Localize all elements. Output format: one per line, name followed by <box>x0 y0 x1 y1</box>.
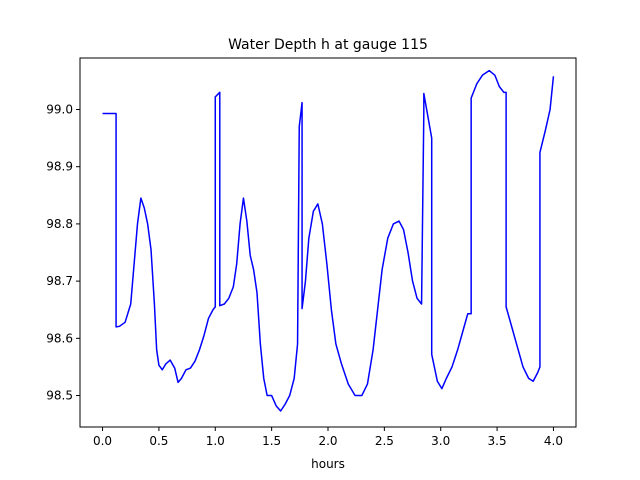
y-tick-label: 98.9 <box>46 160 73 174</box>
x-tick-label: 3.5 <box>488 434 507 448</box>
x-tick-label: 1.5 <box>262 434 281 448</box>
y-tick-label: 98.7 <box>46 274 73 288</box>
x-tick-label: 1.0 <box>206 434 225 448</box>
y-axis: 98.5 98.6 98.7 98.8 98.9 99.0 <box>46 102 80 403</box>
x-tick-label: 0.5 <box>149 434 168 448</box>
x-tick-label: 3.0 <box>431 434 450 448</box>
x-axis-label: hours <box>311 457 345 471</box>
y-tick-label: 98.6 <box>46 331 73 345</box>
x-tick-label: 2.5 <box>375 434 394 448</box>
plot-area <box>102 69 555 412</box>
chart-title: Water Depth h at gauge 115 <box>228 37 428 53</box>
x-tick-label: 2.0 <box>318 434 337 448</box>
x-tick-label: 4.0 <box>544 434 563 448</box>
series-line <box>102 69 555 412</box>
y-tick-label: 98.5 <box>46 389 73 403</box>
y-tick-label: 99.0 <box>46 102 73 116</box>
x-tick-label: 0.0 <box>93 434 112 448</box>
x-axis: 0.0 0.5 1.0 1.5 2.0 2.5 3.0 3.5 4.0 <box>93 427 563 448</box>
y-tick-label: 98.8 <box>46 217 73 231</box>
